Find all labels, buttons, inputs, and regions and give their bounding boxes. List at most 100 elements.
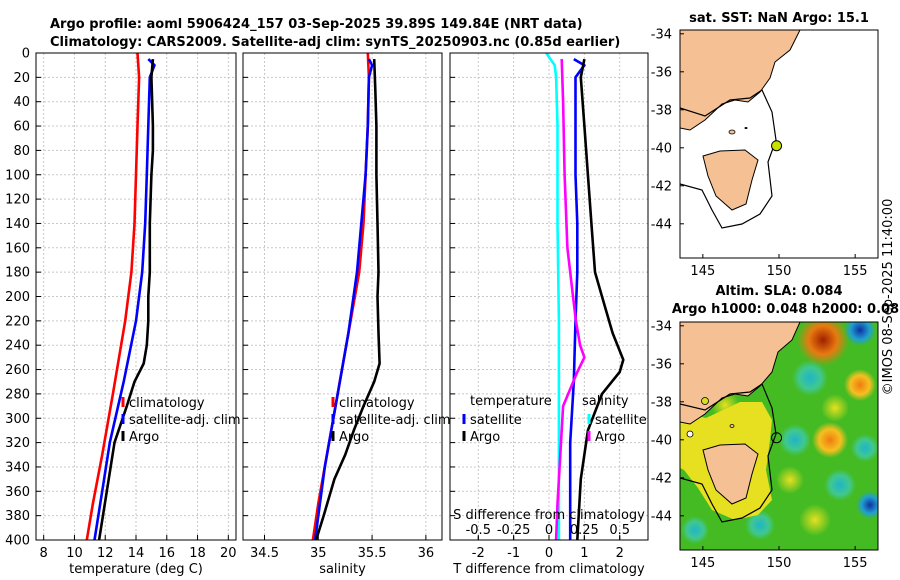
figure-title-line1: Argo profile: aoml 5906424_157 03-Sep-20… <box>50 17 583 32</box>
legend-label: satellite <box>470 413 522 428</box>
x-tick-label: 8 <box>40 546 48 561</box>
sst-king-island <box>728 129 736 135</box>
x-axis-label: salinity <box>319 562 366 577</box>
s-axis-tick-label: 0.25 <box>570 523 599 538</box>
legend-label: climatology <box>339 396 415 411</box>
legend-label: satellite-adj. clim <box>129 413 241 428</box>
map-y-tick-label: -38 <box>651 395 672 410</box>
legend-label: Argo <box>339 430 369 445</box>
axes-frame <box>242 52 443 541</box>
legend-label: climatology <box>129 396 205 411</box>
sst-map: 145 150 155 -34 -36 -38 -40 -42 -44 <box>651 27 879 279</box>
x-axis-label: T difference from climatology <box>452 562 645 577</box>
sla-secondary-marker <box>701 397 709 405</box>
map-y-tick-label: -42 <box>651 471 672 486</box>
x-tick-label: 35 <box>310 546 327 561</box>
salinity-profile-plot: 34.5 35 35.5 36 salinity climatology satellite… <box>242 52 451 577</box>
x-tick-label: 2 <box>616 546 624 561</box>
x-tick-label: 1 <box>580 546 588 561</box>
y-tick-label: 80 <box>13 144 30 159</box>
map-y-tick-label: -44 <box>651 217 672 232</box>
map-x-tick-label: 150 <box>767 264 792 279</box>
legend-label: satellite-adj. clim <box>339 413 451 428</box>
series-line-argo <box>97 58 155 541</box>
copyright-label: ©IMOS 08-Sep-2025 11:40:00 <box>881 199 896 396</box>
map-x-tick-label: 155 <box>843 264 868 279</box>
y-tick-label: 0 <box>22 47 30 62</box>
y-tick-label: 240 <box>5 339 30 354</box>
x-tick-label: 18 <box>189 546 206 561</box>
legend-label: satellite <box>595 413 647 428</box>
map-y-tick-label: -42 <box>651 179 672 194</box>
y-tick-label: 380 <box>5 509 30 524</box>
x-axis-label: temperature (deg C) <box>69 562 203 577</box>
map-y-tick-label: -44 <box>651 509 672 524</box>
legend-title-temperature: temperature <box>470 394 552 409</box>
y-tick-label: 180 <box>5 266 30 281</box>
sla-argo-float-marker <box>771 432 783 444</box>
y-tick-label: 340 <box>5 460 30 475</box>
y-tick-label: 220 <box>5 314 30 329</box>
s-axis-label: S difference from climatology <box>453 508 645 523</box>
x-tick-label: -2 <box>472 546 485 561</box>
temperature-profile-plot: 8 10 12 14 16 18 20020406080100120140160180200… <box>5 47 240 578</box>
y-tick-label: 160 <box>5 241 30 256</box>
y-tick-label: 360 <box>5 485 30 500</box>
map-y-tick-label: -34 <box>651 319 672 334</box>
sst-argo-float-marker <box>771 140 783 152</box>
series-line-salinity-argo <box>554 59 586 541</box>
sla-map-title: Altim. SLA: 0.084 <box>716 284 843 299</box>
x-tick-label: 35.5 <box>358 546 387 561</box>
y-tick-label: 320 <box>5 436 30 451</box>
sst-map-title: sat. SST: NaN Argo: 15.1 <box>689 11 869 26</box>
series-line-satellite-adj-clim <box>93 58 156 541</box>
x-tick-label: 16 <box>158 546 175 561</box>
map-x-tick-label: 150 <box>767 556 792 571</box>
x-tick-label: 10 <box>66 546 83 561</box>
x-tick-label: 36 <box>418 546 435 561</box>
y-tick-label: 100 <box>5 168 30 183</box>
map-y-tick-label: -36 <box>651 357 672 372</box>
sla-map-subtitle: Argo h1000: 0.048 h2000: 0.088 <box>672 302 900 317</box>
legend-label: Argo <box>470 430 500 445</box>
map-y-tick-label: -36 <box>651 65 672 80</box>
y-tick-label: 140 <box>5 217 30 232</box>
s-axis-tick-label: 0.5 <box>609 523 630 538</box>
x-tick-label: 12 <box>97 546 114 561</box>
legend-label: Argo <box>129 430 159 445</box>
series-line-temperature-argo <box>576 58 625 541</box>
sla-mainland <box>680 322 801 425</box>
s-axis-tick-label: 0 <box>545 523 553 538</box>
difference-profile-plot: -2 -1 0 1 2T difference from climatology S di… <box>449 52 649 577</box>
sst-mainland <box>680 30 801 131</box>
map-x-tick-label: 155 <box>843 556 868 571</box>
series-line-climatology <box>85 52 141 541</box>
x-tick-label: -1 <box>507 546 520 561</box>
sst-shelf-contour <box>680 89 777 229</box>
y-tick-label: 260 <box>5 363 30 378</box>
map-y-tick-label: -38 <box>651 103 672 118</box>
legend-title-salinity: salinity <box>582 394 629 409</box>
x-tick-label: 0 <box>545 546 553 561</box>
x-tick-label: 20 <box>220 546 237 561</box>
y-tick-label: 20 <box>13 71 30 86</box>
sst-flinders-island <box>744 127 748 129</box>
map-x-tick-label: 145 <box>690 556 715 571</box>
sla-tasmania <box>702 443 759 505</box>
map-y-tick-label: -40 <box>651 141 672 156</box>
y-tick-label: 120 <box>5 193 30 208</box>
map-x-tick-label: 145 <box>690 264 715 279</box>
series-line-satellite-adj-clim <box>313 58 374 541</box>
s-axis-tick-label: -0.25 <box>497 523 531 538</box>
s-axis-tick-label: -0.5 <box>466 523 491 538</box>
y-tick-label: 300 <box>5 412 30 427</box>
map-y-tick-label: -34 <box>651 27 672 42</box>
sst-tasmania <box>702 149 759 211</box>
y-tick-label: 400 <box>5 534 30 549</box>
axes-frame <box>35 52 237 541</box>
y-tick-label: 280 <box>5 387 30 402</box>
sla-shelf-contour <box>680 383 777 523</box>
legend-label: Argo <box>595 430 625 445</box>
y-tick-label: 40 <box>13 95 30 110</box>
